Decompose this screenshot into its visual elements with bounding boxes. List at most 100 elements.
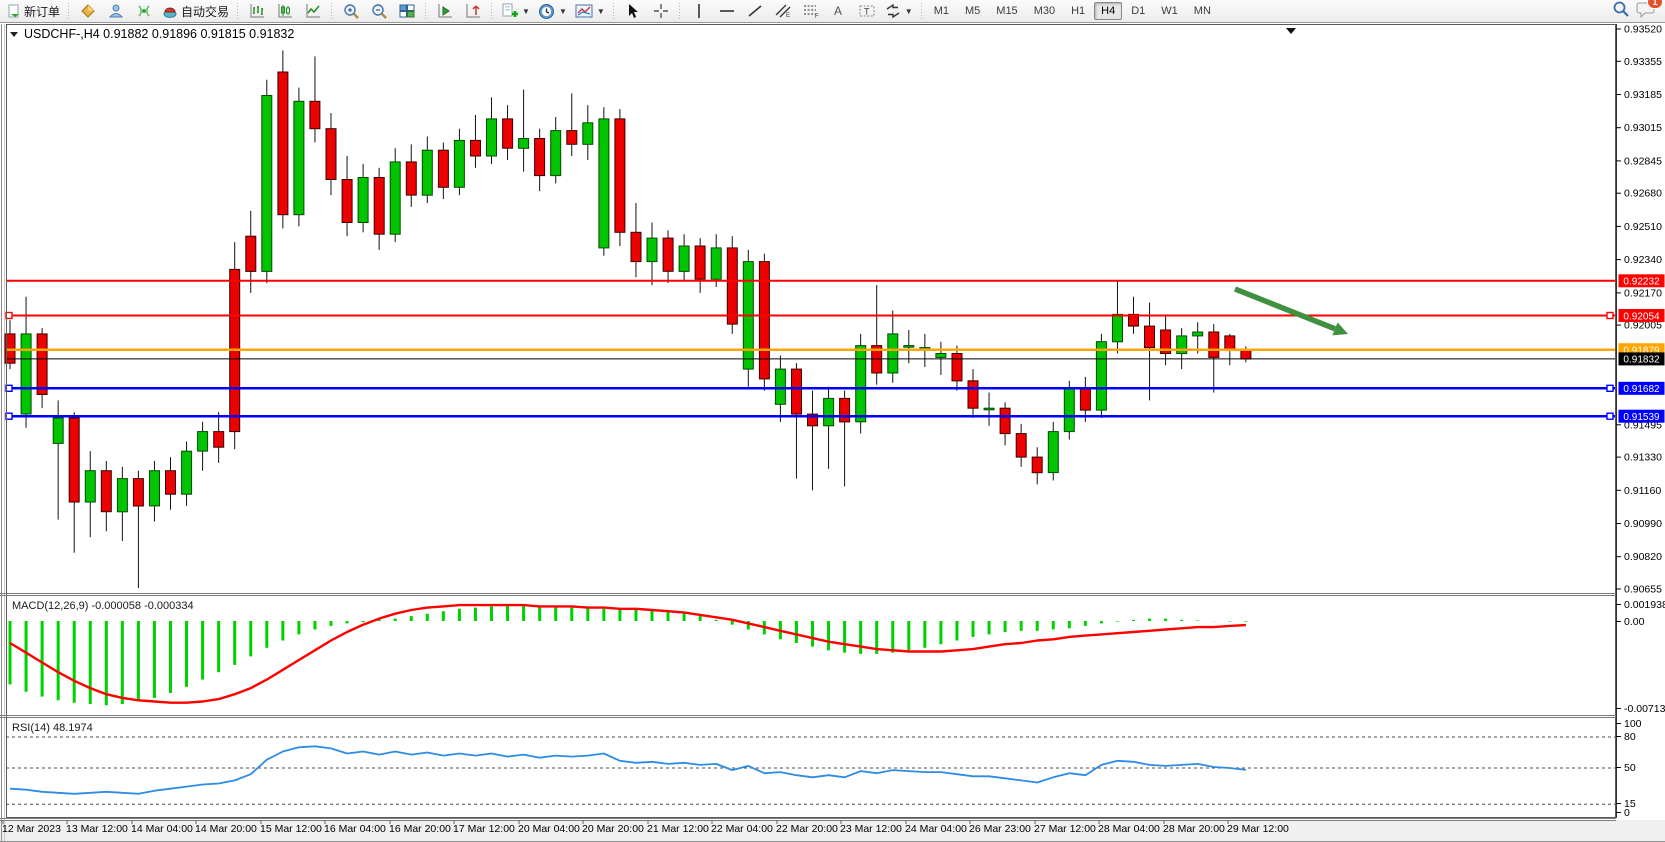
timeframe-w1[interactable]: W1	[1161, 5, 1178, 17]
trend-arrow[interactable]	[1233, 286, 1348, 336]
time-tick-label: 28 Mar 20:00	[1163, 823, 1225, 835]
candle-up	[646, 237, 658, 263]
toolbar-right: 1	[1612, 0, 1663, 23]
candle-down	[758, 261, 770, 380]
time-tick-label: 22 Mar 20:00	[776, 823, 838, 835]
price-line-label: 0.91682	[1623, 384, 1660, 395]
chat-button[interactable]: 1	[1636, 0, 1663, 23]
toolbar-separator	[677, 2, 682, 20]
add-indicator-icon	[501, 3, 519, 20]
tile-windows-button[interactable]	[393, 0, 421, 22]
timeframe-m30[interactable]: M30	[1033, 5, 1056, 17]
chart-title-text: USDCHF-,H4 0.91882 0.91896 0.91815 0.918…	[24, 27, 294, 41]
trendline-icon	[747, 3, 763, 19]
zoom-in-button[interactable]	[337, 0, 365, 22]
horizontal-line-button[interactable]	[713, 0, 741, 22]
candle-up	[181, 450, 193, 495]
candle-up	[20, 333, 32, 415]
price-line-label: 0.92054	[1623, 311, 1660, 322]
community-button[interactable]	[102, 0, 130, 22]
macd-pane	[8, 603, 1248, 706]
toolbar-separator	[236, 2, 241, 20]
candle-down	[1031, 456, 1043, 474]
candle-down	[694, 245, 706, 280]
signals-button[interactable]	[130, 0, 158, 22]
candle-down	[502, 118, 514, 149]
autotrade-button[interactable]: 自动交易	[158, 0, 233, 22]
crosshair-icon	[653, 3, 669, 19]
text-label-button[interactable]: T	[853, 0, 881, 22]
cursor-button[interactable]	[619, 0, 647, 22]
timeframe-m5[interactable]: M5	[965, 5, 981, 17]
timeframe-mn[interactable]: MN	[1193, 5, 1211, 17]
price-line-label: 0.92232	[1623, 277, 1660, 288]
timeframe-h1[interactable]: H1	[1071, 5, 1086, 17]
time-tick-label: 28 Mar 04:00	[1098, 823, 1160, 835]
candle-down	[839, 397, 851, 423]
time-tick-label: 23 Mar 12:00	[840, 823, 902, 835]
timeframe-h4[interactable]: H4	[1094, 2, 1123, 20]
fibonacci-button[interactable]: F	[797, 0, 825, 22]
timeframe-m1[interactable]: M1	[933, 5, 949, 17]
time-tick-label: 26 Mar 23:00	[969, 823, 1031, 835]
candlestick-button[interactable]	[271, 0, 299, 22]
equidistant-channel-icon: E	[774, 3, 792, 19]
timeframe-m15[interactable]: M15	[996, 5, 1018, 17]
chart-shift-button[interactable]	[459, 0, 487, 22]
trendline-button[interactable]	[741, 0, 769, 22]
macd-label: MACD(12,26,9) -0.000058 -0.000334	[12, 600, 194, 612]
zoom-out-button[interactable]	[365, 0, 393, 22]
chart-window[interactable]: 0.93520 0.93355 0.93185 0.93015 0.92845 0.926…	[0, 24, 1665, 842]
candle-down	[373, 177, 385, 235]
signals-icon	[136, 3, 152, 19]
time-tick-label: 14 Mar 20:00	[195, 823, 257, 835]
chart-dropdown-icon[interactable]	[1286, 28, 1296, 34]
candle-up	[116, 478, 128, 513]
add-indicator-button[interactable]: ▼	[497, 0, 534, 22]
shapes-button[interactable]: ▼	[881, 0, 917, 22]
gold-diamond-button[interactable]	[74, 0, 102, 22]
price-axis[interactable]: 0.93520 0.93355 0.93185 0.93015 0.92845 0.926…	[1616, 24, 1665, 819]
price-tick-label: 0.93015	[1624, 122, 1662, 134]
price-line-label-box	[1618, 274, 1665, 288]
rsi-axis-label: 50	[1624, 762, 1636, 774]
templates-button[interactable]: ▼	[571, 0, 609, 22]
candle-down	[566, 130, 578, 145]
chart-background	[0, 24, 1665, 842]
candle-up	[389, 161, 401, 235]
line-anchor	[1606, 311, 1614, 320]
vertical-line-button[interactable]	[685, 0, 713, 22]
pane-labels: MACD(12,26,9) -0.000058 -0.000334 RSI(14)…	[12, 600, 194, 734]
toolbar-separator	[611, 2, 616, 20]
candle-up	[1095, 341, 1107, 411]
horizontal-lines-layer[interactable]	[5, 279, 1616, 420]
gold-diamond-icon	[80, 3, 96, 19]
candle-down	[437, 149, 449, 188]
rsi-axis-label: 80	[1624, 731, 1636, 743]
search-icon[interactable]	[1612, 0, 1630, 23]
candle-up	[84, 470, 96, 503]
price-line-label-box	[1618, 381, 1665, 395]
crosshair-button[interactable]	[647, 0, 675, 22]
timeframe-d1[interactable]: D1	[1131, 5, 1146, 17]
candle-down	[951, 353, 963, 382]
text-button[interactable]: A	[825, 0, 853, 22]
candle-down	[132, 478, 144, 507]
price-line-label: 0.91539	[1623, 412, 1660, 423]
candle-down	[309, 100, 321, 130]
candle-down	[1208, 331, 1220, 358]
line-chart-button[interactable]	[299, 0, 327, 22]
auto-scroll-button[interactable]	[431, 0, 459, 22]
candle-up	[678, 245, 690, 272]
candle-down	[325, 128, 337, 180]
candle-down	[1015, 433, 1027, 458]
bar-chart-button[interactable]	[243, 0, 271, 22]
equidistant-channel-button[interactable]: E	[769, 0, 797, 22]
bar-chart-icon	[249, 3, 265, 19]
candle-up	[1047, 431, 1059, 474]
candle-up	[550, 130, 562, 177]
time-axis[interactable]: 12 Mar 2023 13 Mar 12:00 14 Mar 04:00 14 Ma…	[2, 820, 1289, 835]
candle-up	[1112, 313, 1123, 343]
new-order-button[interactable]: 新订单	[3, 0, 64, 22]
periods-button[interactable]: ▼	[534, 0, 571, 22]
